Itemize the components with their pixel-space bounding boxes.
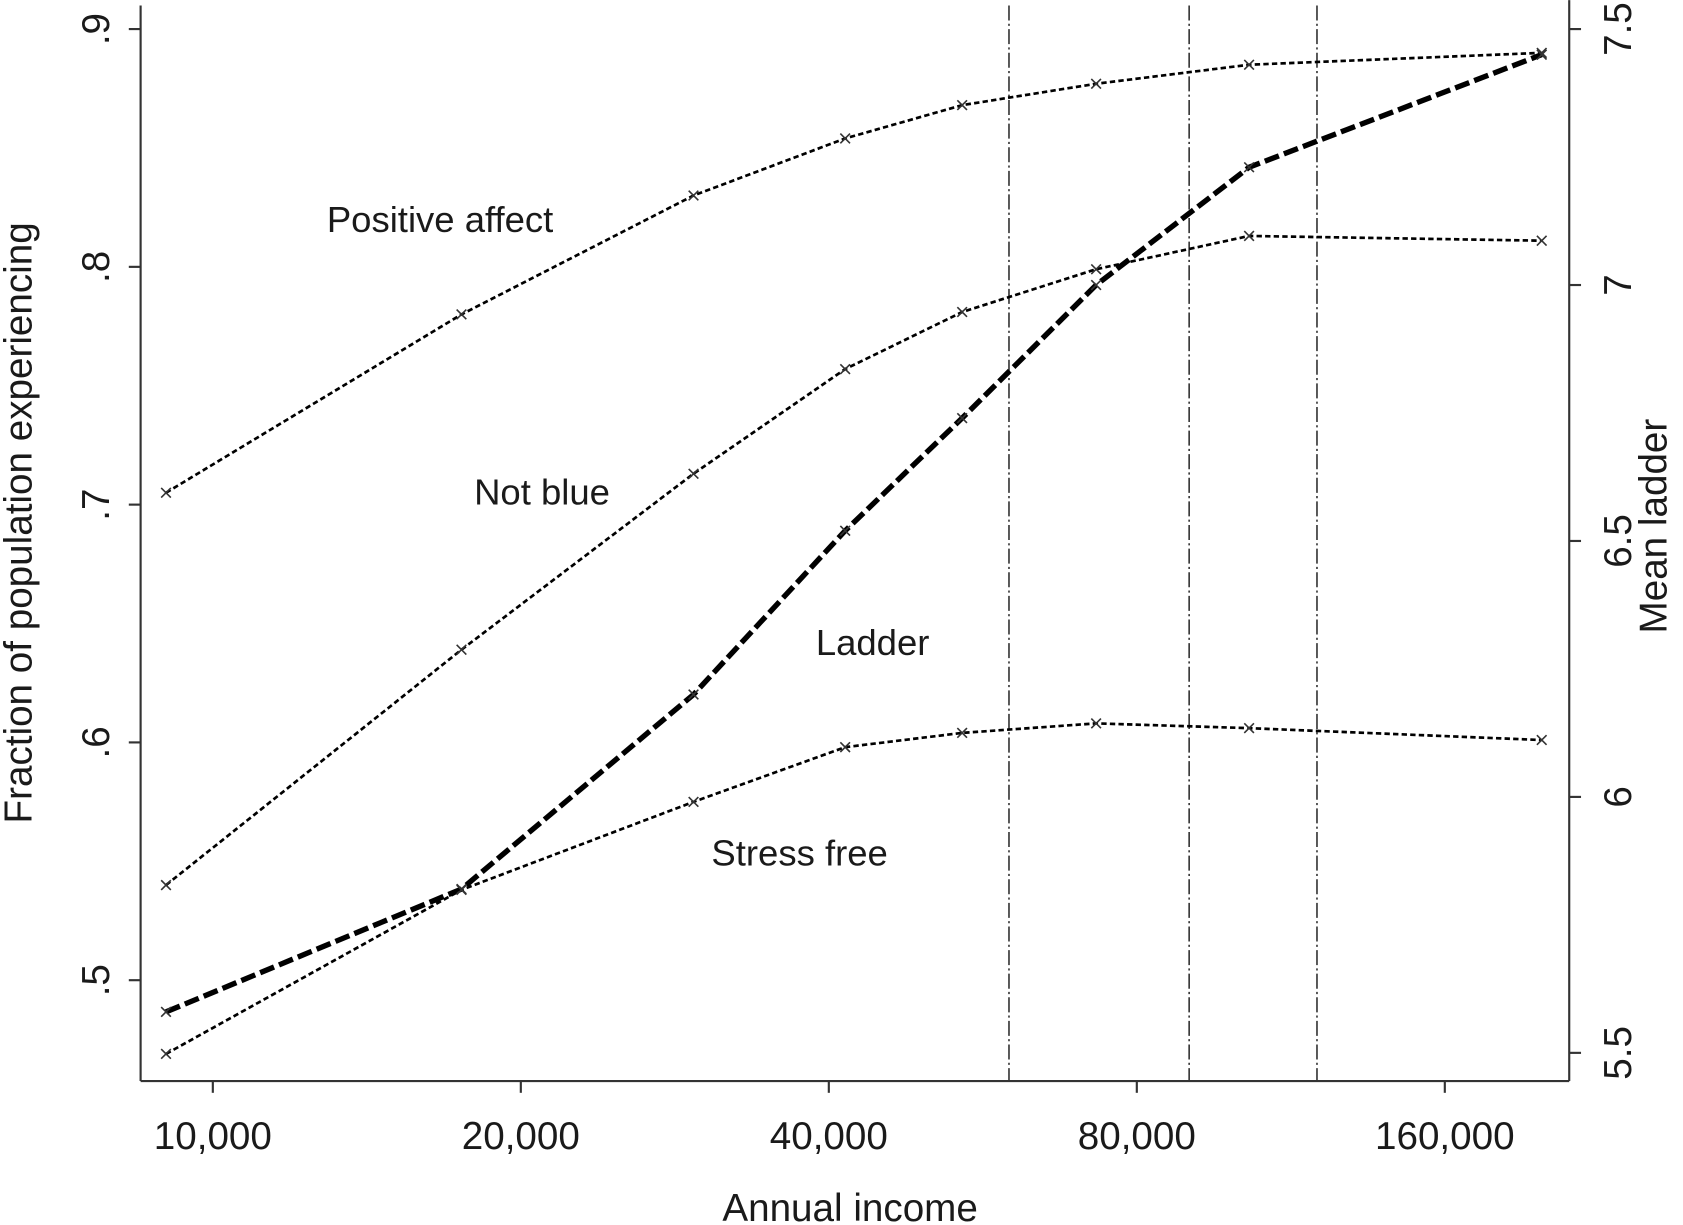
point-marker	[456, 309, 467, 320]
y2-tick-label: 7.5	[1597, 2, 1640, 56]
point-marker	[160, 487, 172, 499]
y2-axis-title: Mean ladder	[1632, 419, 1675, 634]
point-marker	[1536, 49, 1548, 61]
point-marker	[160, 1048, 172, 1060]
y-tick-label: .6	[75, 726, 118, 758]
y-tick-label: .8	[75, 251, 118, 283]
series-line	[165, 234, 1542, 887]
y2-tick-label: 6.5	[1597, 514, 1640, 568]
point-marker	[688, 689, 699, 700]
point-marker	[839, 741, 851, 753]
point-marker	[1243, 230, 1255, 242]
y2-tick-label: 6	[1597, 786, 1640, 807]
series-line	[165, 722, 1542, 1056]
point-marker	[160, 879, 172, 891]
point-marker	[956, 727, 968, 739]
series-label: Not blue	[474, 472, 610, 513]
series-label: Positive affect	[327, 199, 553, 240]
y2-tick-label: 5.5	[1597, 1026, 1640, 1080]
point-marker	[456, 884, 467, 896]
point-marker	[688, 190, 699, 201]
series-line	[164, 52, 1543, 1015]
point-marker	[688, 796, 699, 808]
point-marker	[956, 99, 968, 111]
x-tick-label: 160,000	[1375, 1115, 1515, 1158]
point-marker	[160, 1006, 172, 1018]
point-marker	[839, 525, 851, 537]
point-marker	[839, 363, 851, 375]
point-marker	[1243, 59, 1255, 71]
y-tick-label: .7	[75, 489, 118, 521]
x-tick-label: 80,000	[1078, 1115, 1196, 1158]
point-marker	[1090, 279, 1102, 291]
axes	[139, 0, 1571, 1083]
point-marker	[1090, 717, 1102, 729]
series-label: Ladder	[816, 622, 930, 663]
point-marker	[1243, 722, 1255, 734]
x-tick-label: 10,000	[154, 1115, 272, 1158]
point-marker	[956, 412, 968, 424]
y-tick-label: .5	[75, 964, 118, 996]
point-marker	[1090, 263, 1102, 275]
point-marker	[1243, 161, 1255, 173]
point-marker	[956, 306, 968, 318]
y-axis-title: Fraction of population experiencing	[0, 222, 41, 823]
point-marker	[839, 133, 851, 144]
series-label: Stress free	[711, 832, 887, 873]
point-marker	[456, 644, 467, 656]
point-marker	[688, 468, 699, 480]
point-marker	[1536, 734, 1548, 746]
point-marker	[1090, 78, 1102, 90]
y-tick-label: .9	[75, 13, 118, 45]
x-axis-title: Annual income	[722, 1187, 978, 1225]
x-tick-label: 20,000	[462, 1115, 580, 1158]
y2-tick-label: 7	[1597, 274, 1640, 295]
point-marker	[1536, 235, 1548, 247]
series-line	[165, 51, 1542, 494]
x-tick-label: 40,000	[770, 1115, 888, 1158]
